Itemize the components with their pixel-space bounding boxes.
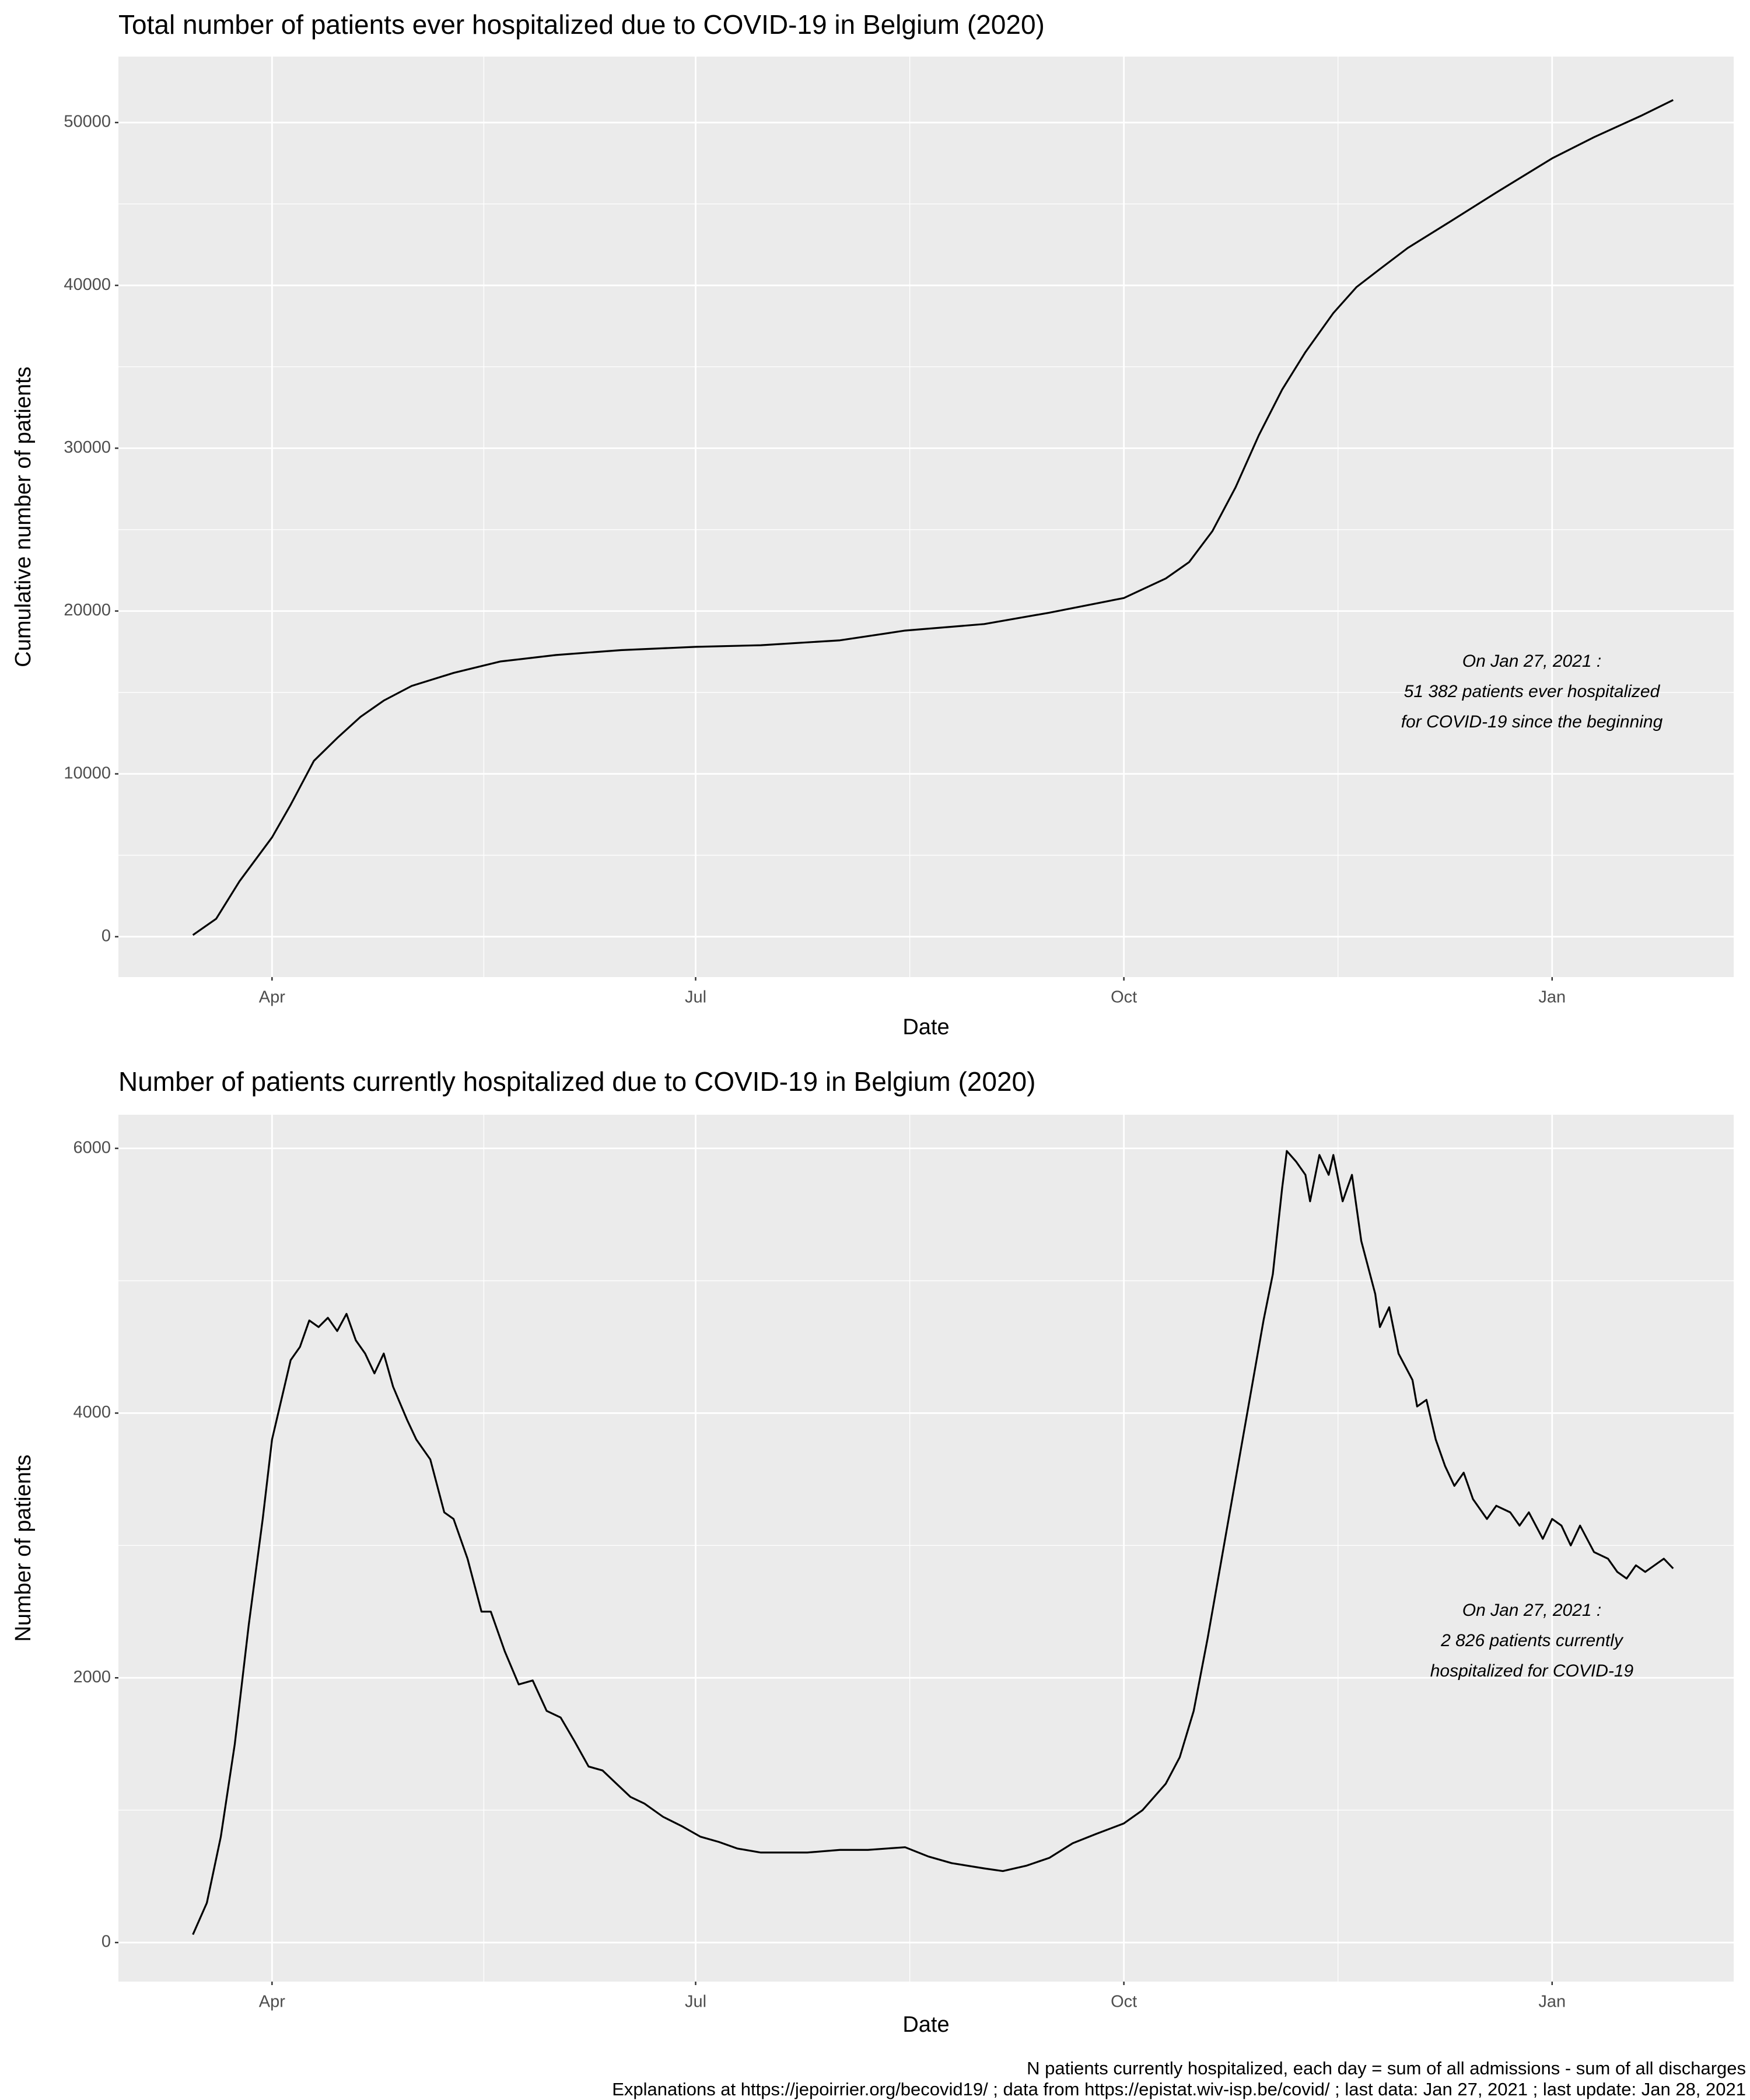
- x-tick-label: Oct: [1111, 1993, 1137, 2011]
- caption: N patients currently hospitalized, each …: [1027, 2058, 1746, 2078]
- x-tick-label: Jul: [685, 1993, 706, 2011]
- y-tick-label: 50000: [64, 113, 111, 131]
- annotation: On Jan 27, 2021 :: [1462, 1601, 1602, 1620]
- y-axis-title: Cumulative number of patients: [11, 366, 36, 667]
- chart-title: Number of patients currently hospitalize…: [118, 1066, 1035, 1097]
- y-tick-label: 20000: [64, 601, 111, 620]
- annotation: 2 826 patients currently: [1440, 1631, 1624, 1650]
- annotation: On Jan 27, 2021 :: [1462, 652, 1602, 671]
- y-tick-label: 6000: [73, 1138, 111, 1157]
- x-tick-label: Apr: [259, 1993, 285, 2011]
- annotation: for COVID-19 since the beginning: [1401, 712, 1663, 732]
- y-tick-label: 2000: [73, 1668, 111, 1686]
- y-tick-label: 10000: [64, 764, 111, 782]
- x-tick-label: Jan: [1538, 988, 1566, 1007]
- x-tick-label: Jul: [685, 988, 706, 1007]
- data-line: [192, 99, 1674, 936]
- y-axis-title: Number of patients: [11, 1454, 36, 1642]
- plot-background: [118, 1115, 1734, 1982]
- annotation: 51 382 patients ever hospitalized: [1404, 682, 1661, 701]
- y-tick-label: 0: [102, 1933, 111, 1951]
- x-axis-title: Date: [902, 1015, 949, 1040]
- x-tick-label: Oct: [1111, 988, 1137, 1007]
- x-tick-label: Jan: [1538, 1993, 1566, 2011]
- y-tick-label: 40000: [64, 275, 111, 294]
- caption: Explanations at https://jepoirrier.org/b…: [612, 2079, 1746, 2099]
- data-line: [192, 1150, 1674, 1936]
- x-axis-title: Date: [902, 2013, 949, 2037]
- y-tick-label: 30000: [64, 438, 111, 457]
- y-tick-label: 0: [102, 926, 111, 945]
- y-tick-label: 4000: [73, 1403, 111, 1422]
- x-tick-label: Apr: [259, 988, 285, 1007]
- annotation: hospitalized for COVID-19: [1430, 1661, 1634, 1681]
- chart-title: Total number of patients ever hospitaliz…: [118, 9, 1045, 40]
- plot-background: [118, 57, 1734, 977]
